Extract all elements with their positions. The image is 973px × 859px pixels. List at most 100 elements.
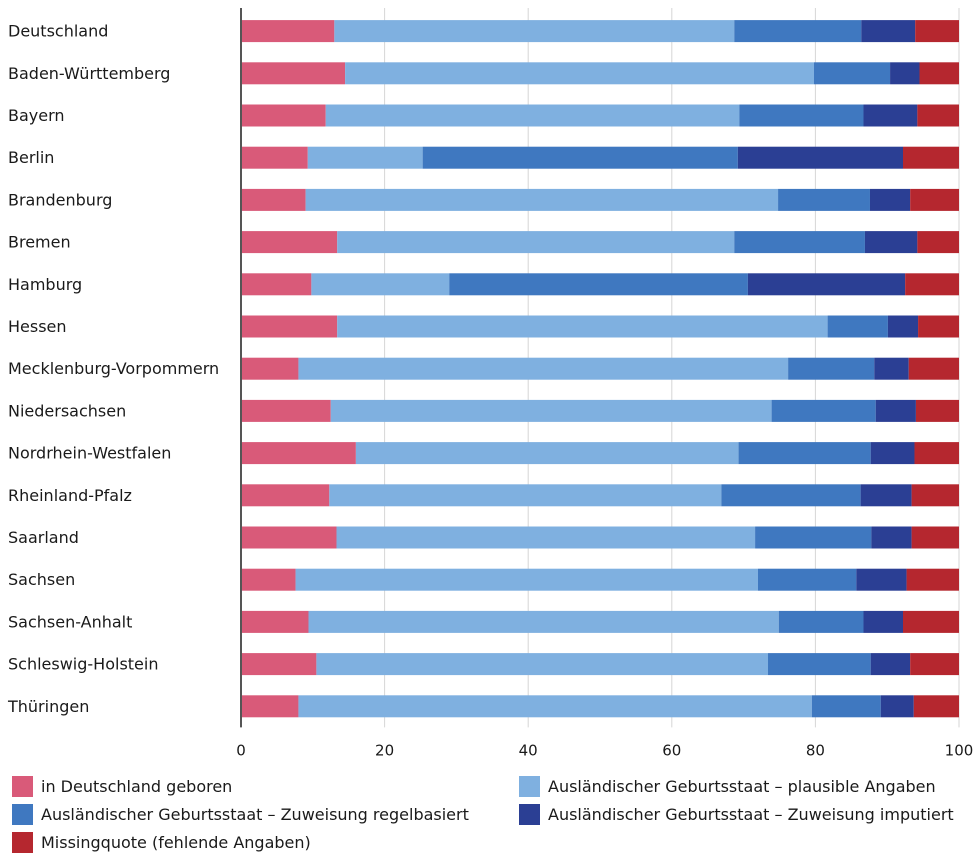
bar-segment <box>910 188 959 211</box>
bar-segment <box>905 273 959 296</box>
bar-segment <box>919 62 959 85</box>
legend-swatch <box>519 776 540 797</box>
bar-segment <box>768 653 871 676</box>
bar-segment <box>241 188 306 211</box>
bar-segment <box>241 442 356 465</box>
bar-segment <box>870 653 911 676</box>
legend-swatch <box>519 804 540 825</box>
bar-segment <box>734 231 865 254</box>
bar-segment <box>241 357 299 380</box>
legend-swatch <box>12 776 33 797</box>
bar-segment <box>295 568 758 591</box>
bar-segment <box>337 231 735 254</box>
bar-segment <box>827 315 888 338</box>
bar-segment <box>908 357 959 380</box>
bar-segment <box>863 104 918 127</box>
category-label: Niedersachsen <box>8 401 126 420</box>
bar-segment <box>880 695 914 718</box>
bar-segment <box>871 526 912 549</box>
category-label: Nordrhein-Westfalen <box>8 444 171 463</box>
bar-segment <box>241 273 312 296</box>
bar-segment <box>917 104 959 127</box>
bar-segment <box>241 315 338 338</box>
bar-segment <box>902 146 959 169</box>
category-label: Sachsen-Anhalt <box>8 612 132 631</box>
bar-segment <box>241 399 331 422</box>
bar-segment <box>755 526 872 549</box>
x-tick-label: 60 <box>662 741 681 759</box>
category-label: Mecklenburg-Vorpommern <box>8 359 219 378</box>
x-tick-label: 0 <box>236 741 246 759</box>
bar-segment <box>307 146 423 169</box>
legend-swatch <box>12 832 33 853</box>
bar-segment <box>311 273 450 296</box>
legend-item: Missingquote (fehlende Angaben) <box>12 832 311 853</box>
bar-segment <box>738 442 871 465</box>
bar-segment <box>911 526 959 549</box>
legend-label: Ausländischer Geburtsstaat – Zuweisung r… <box>41 805 469 824</box>
bar-segment <box>330 399 772 422</box>
bar-segment <box>345 62 814 85</box>
bar-segment <box>241 20 335 43</box>
bar-segment <box>241 231 338 254</box>
bar-segment <box>887 315 919 338</box>
bar-segment <box>734 20 862 43</box>
bar-segment <box>337 315 828 338</box>
bar-segment <box>241 526 337 549</box>
bar-segment <box>747 273 906 296</box>
bar-segment <box>325 104 740 127</box>
category-label: Thüringen <box>7 697 89 716</box>
x-tick-label: 20 <box>375 741 394 759</box>
bar-segment <box>449 273 748 296</box>
category-label: Hessen <box>8 317 67 336</box>
bar-segment <box>788 357 875 380</box>
bar-segment <box>778 188 870 211</box>
bar-segment <box>870 442 915 465</box>
bar-segment <box>241 104 326 127</box>
category-label: Rheinland-Pfalz <box>8 486 132 505</box>
x-tick-label: 100 <box>945 741 973 759</box>
bar-segment <box>329 484 722 507</box>
legend-item: Ausländischer Geburtsstaat – Zuweisung r… <box>12 804 469 825</box>
bar-segment <box>721 484 861 507</box>
bar-segment <box>305 188 779 211</box>
bar-segment <box>336 526 756 549</box>
bar-segment <box>915 20 959 43</box>
bar-segment <box>890 62 920 85</box>
category-label: Hamburg <box>8 275 82 294</box>
bar-segment <box>778 610 864 633</box>
bar-segment <box>863 610 903 633</box>
bar-segment <box>298 695 812 718</box>
category-label: Bremen <box>8 233 71 252</box>
bar-segment <box>864 231 918 254</box>
legend-label: in Deutschland geboren <box>41 777 233 796</box>
bar-segment <box>856 568 907 591</box>
category-label: Schleswig-Holstein <box>8 655 158 674</box>
bar-segment <box>739 104 864 127</box>
bar-segment <box>422 146 738 169</box>
bar-segment <box>757 568 857 591</box>
category-label: Sachsen <box>8 570 75 589</box>
bar-segment <box>811 695 881 718</box>
category-label: Berlin <box>8 148 54 167</box>
bar-segment <box>874 357 909 380</box>
bar-segment <box>241 62 346 85</box>
legend-swatch <box>12 804 33 825</box>
legend-item: Ausländischer Geburtsstaat – Zuweisung i… <box>519 804 954 825</box>
legend-item: Ausländischer Geburtsstaat – plausible A… <box>519 776 936 797</box>
bar-segment <box>861 20 916 43</box>
legend-label: Missingquote (fehlende Angaben) <box>41 833 311 852</box>
bar-segment <box>241 484 330 507</box>
bar-segment <box>918 315 959 338</box>
bar-segment <box>298 357 789 380</box>
bar-segment <box>771 399 876 422</box>
bar-segment <box>308 610 779 633</box>
bar-segment <box>906 568 959 591</box>
category-label: Saarland <box>8 528 79 547</box>
x-tick-label: 40 <box>519 741 538 759</box>
bar-segment <box>316 653 769 676</box>
bar-segment <box>241 653 317 676</box>
bar-segment <box>910 653 959 676</box>
bar-segment <box>913 695 959 718</box>
bar-segment <box>869 188 911 211</box>
